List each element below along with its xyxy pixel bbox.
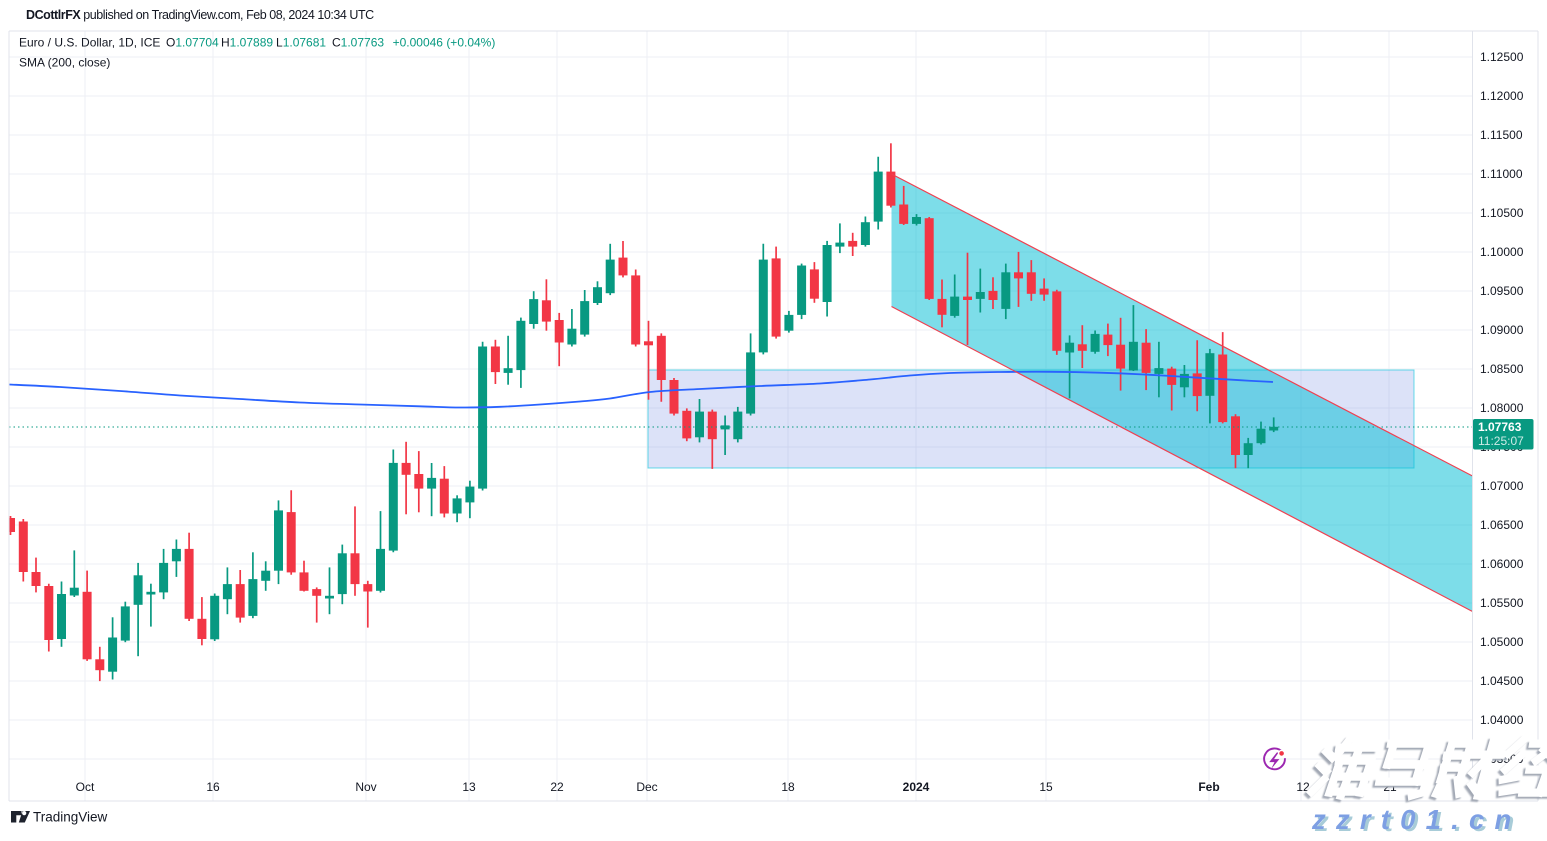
svg-text:O1.07704: O1.07704 — [166, 36, 219, 50]
svg-text:1.04500: 1.04500 — [1480, 674, 1524, 688]
svg-text:1.06000: 1.06000 — [1480, 557, 1524, 571]
svg-text:1.12000: 1.12000 — [1480, 89, 1524, 103]
svg-text:1.05000: 1.05000 — [1480, 635, 1524, 649]
svg-text:1.05500: 1.05500 — [1480, 596, 1524, 610]
svg-text:1.08500: 1.08500 — [1480, 362, 1524, 376]
svg-text:1.08000: 1.08000 — [1480, 401, 1524, 415]
svg-text:18: 18 — [781, 780, 795, 794]
svg-text:1.09000: 1.09000 — [1480, 323, 1524, 337]
svg-text:2024: 2024 — [903, 780, 930, 794]
svg-text:C1.07763: C1.07763 — [332, 36, 384, 50]
svg-text:13: 13 — [462, 780, 476, 794]
svg-text:1.12500: 1.12500 — [1480, 50, 1524, 64]
svg-text:Nov: Nov — [355, 780, 376, 794]
svg-text:11:25:07: 11:25:07 — [1478, 434, 1524, 448]
svg-text:1.04000: 1.04000 — [1480, 713, 1524, 727]
svg-text:H1.07889: H1.07889 — [221, 36, 273, 50]
svg-text:1.07763: 1.07763 — [1478, 420, 1522, 434]
svg-text:L1.07681: L1.07681 — [276, 36, 326, 50]
svg-text:+0.00046 (+0.04%): +0.00046 (+0.04%) — [393, 36, 496, 50]
svg-text:1.10000: 1.10000 — [1480, 245, 1524, 259]
svg-text:1.07000: 1.07000 — [1480, 479, 1524, 493]
svg-text:1.11000: 1.11000 — [1480, 167, 1523, 181]
svg-text:12: 12 — [1296, 780, 1310, 794]
svg-text:15: 15 — [1039, 780, 1053, 794]
svg-text:22: 22 — [550, 780, 564, 794]
svg-text:Euro / U.S. Dollar, 1D, ICE: Euro / U.S. Dollar, 1D, ICE — [19, 36, 160, 50]
svg-text:Feb: Feb — [1198, 780, 1219, 794]
svg-text:1.06500: 1.06500 — [1480, 518, 1524, 532]
svg-text:SMA (200, close): SMA (200, close) — [19, 56, 110, 70]
svg-text:16: 16 — [206, 780, 220, 794]
svg-text:Dec: Dec — [636, 780, 657, 794]
svg-text:zzrt01.cn: zzrt01.cn — [1314, 806, 1524, 836]
svg-text:TradingView: TradingView — [33, 810, 108, 825]
svg-text:1.10500: 1.10500 — [1480, 206, 1524, 220]
svg-text:1.09500: 1.09500 — [1480, 284, 1524, 298]
svg-text:Oct: Oct — [76, 780, 95, 794]
svg-text:zzrt01.cn: zzrt01.cn — [1311, 804, 1521, 835]
svg-text:DCottlrFX published on Trading: DCottlrFX published on TradingView.com, … — [26, 8, 374, 22]
svg-text:1.11500: 1.11500 — [1480, 128, 1523, 142]
